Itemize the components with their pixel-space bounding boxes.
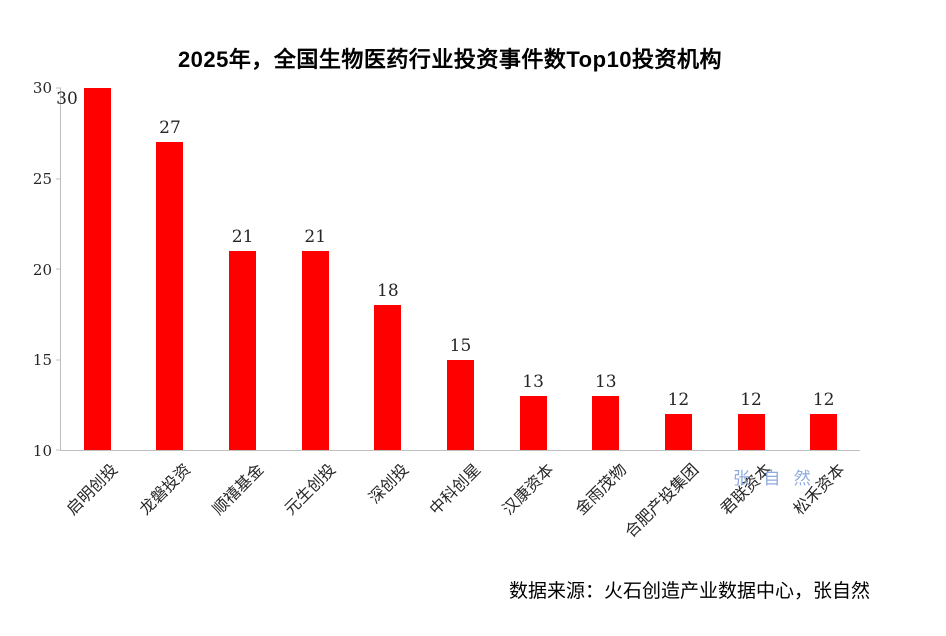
x-axis-label-text: 启明创投 — [62, 459, 122, 519]
x-axis-label-text: 元生创投 — [280, 459, 340, 519]
value-label: 15 — [449, 335, 472, 356]
y-tick-label: 15 — [32, 351, 52, 370]
y-tick-label: 10 — [32, 442, 52, 460]
value-label: 18 — [377, 281, 399, 302]
value-label: 30 — [56, 89, 78, 109]
y-tick-label: 20 — [32, 260, 52, 279]
x-axis-label-text: 深创投 — [364, 459, 413, 508]
y-tick-mark — [56, 178, 61, 179]
watermark: 张 自 然 — [733, 469, 815, 489]
bar — [592, 395, 620, 450]
bar — [301, 250, 329, 450]
y-tick-mark — [56, 449, 61, 451]
x-axis-label-text: 汉康资本 — [498, 459, 558, 519]
value-label: 12 — [667, 389, 690, 410]
x-axis-label-text: 顺禧基金 — [208, 459, 267, 519]
value-label: 27 — [159, 118, 181, 139]
x-axis-label-text: 金雨茂物 — [571, 459, 631, 519]
x-axis-label-text: 合肥产投集团 — [621, 459, 703, 542]
bar — [156, 142, 184, 450]
bar — [447, 359, 474, 450]
x-axis-label-text: 龙磐投资 — [135, 459, 195, 519]
y-axis: 10 15 20 25 30 — [0, 79, 52, 460]
bar — [229, 250, 257, 450]
plot-area: 张 自 然 30 启明创投 27 龙磐投资 21 顺禧基金 21 元生创投 18 深创投 15 中科创… — [56, 87, 860, 541]
y-tick-label: 30 — [32, 79, 52, 97]
y-tick-label: 25 — [32, 169, 52, 188]
chart-title: 2025年，全国生物医药行业投资事件数Top10投资机构 — [177, 47, 723, 72]
value-label: 12 — [812, 389, 835, 410]
bar — [374, 305, 402, 450]
value-label: 12 — [740, 389, 762, 410]
value-label: 13 — [594, 371, 617, 392]
y-tick-mark — [56, 359, 61, 360]
bar — [737, 413, 765, 450]
bar — [810, 413, 838, 450]
value-label: 13 — [522, 371, 544, 392]
bar — [83, 88, 111, 450]
x-axis-label-text: 中科创星 — [426, 459, 485, 519]
value-label: 21 — [231, 226, 254, 247]
value-label: 21 — [304, 226, 327, 247]
data-source: 数据来源：火石创造产业数据中心，张自然 — [508, 580, 870, 602]
bar — [664, 413, 692, 450]
bar — [519, 395, 547, 450]
y-tick-mark — [56, 268, 61, 270]
y-tick-mark — [56, 87, 61, 89]
